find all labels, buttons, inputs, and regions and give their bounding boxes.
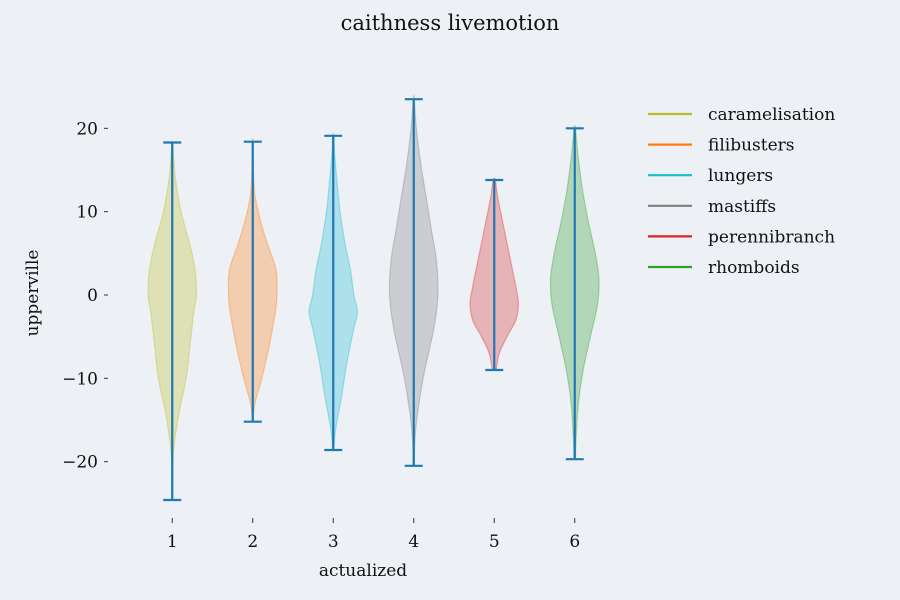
- y-tick-label: −10: [62, 369, 98, 389]
- chart-title: caithness livemotion: [341, 11, 560, 35]
- x-tick-label: 2: [247, 532, 258, 552]
- legend-label-mastiffs: mastiffs: [708, 197, 776, 217]
- x-tick-label: 1: [167, 532, 178, 552]
- y-tick-label: 20: [76, 119, 98, 139]
- legend-label-filibusters: filibusters: [708, 136, 795, 156]
- legend-label-rhomboids: rhomboids: [708, 258, 800, 278]
- x-axis-label: actualized: [319, 561, 407, 581]
- y-axis: −20 −10 0 10 20: [62, 119, 108, 473]
- y-tick-label: 10: [76, 203, 98, 223]
- x-tick-label: 6: [569, 532, 580, 552]
- x-tick-label: 5: [489, 532, 500, 552]
- x-axis: 1 2 3 4 5 6: [167, 518, 580, 552]
- legend-label-perennibranch: perennibranch: [708, 227, 835, 247]
- violin-layer: [147, 94, 600, 501]
- stat-lines-layer: [163, 98, 584, 502]
- legend-label-caramelisation: caramelisation: [708, 105, 835, 125]
- y-tick-label: −20: [62, 453, 98, 473]
- legend-label-lungers: lungers: [708, 166, 773, 186]
- x-tick-label: 3: [328, 532, 339, 552]
- y-tick-label: 0: [87, 286, 98, 306]
- y-axis-label: upperville: [23, 250, 43, 337]
- legend: caramelisation filibusters lungers mastiffs…: [648, 105, 835, 278]
- x-tick-label: 4: [408, 532, 419, 552]
